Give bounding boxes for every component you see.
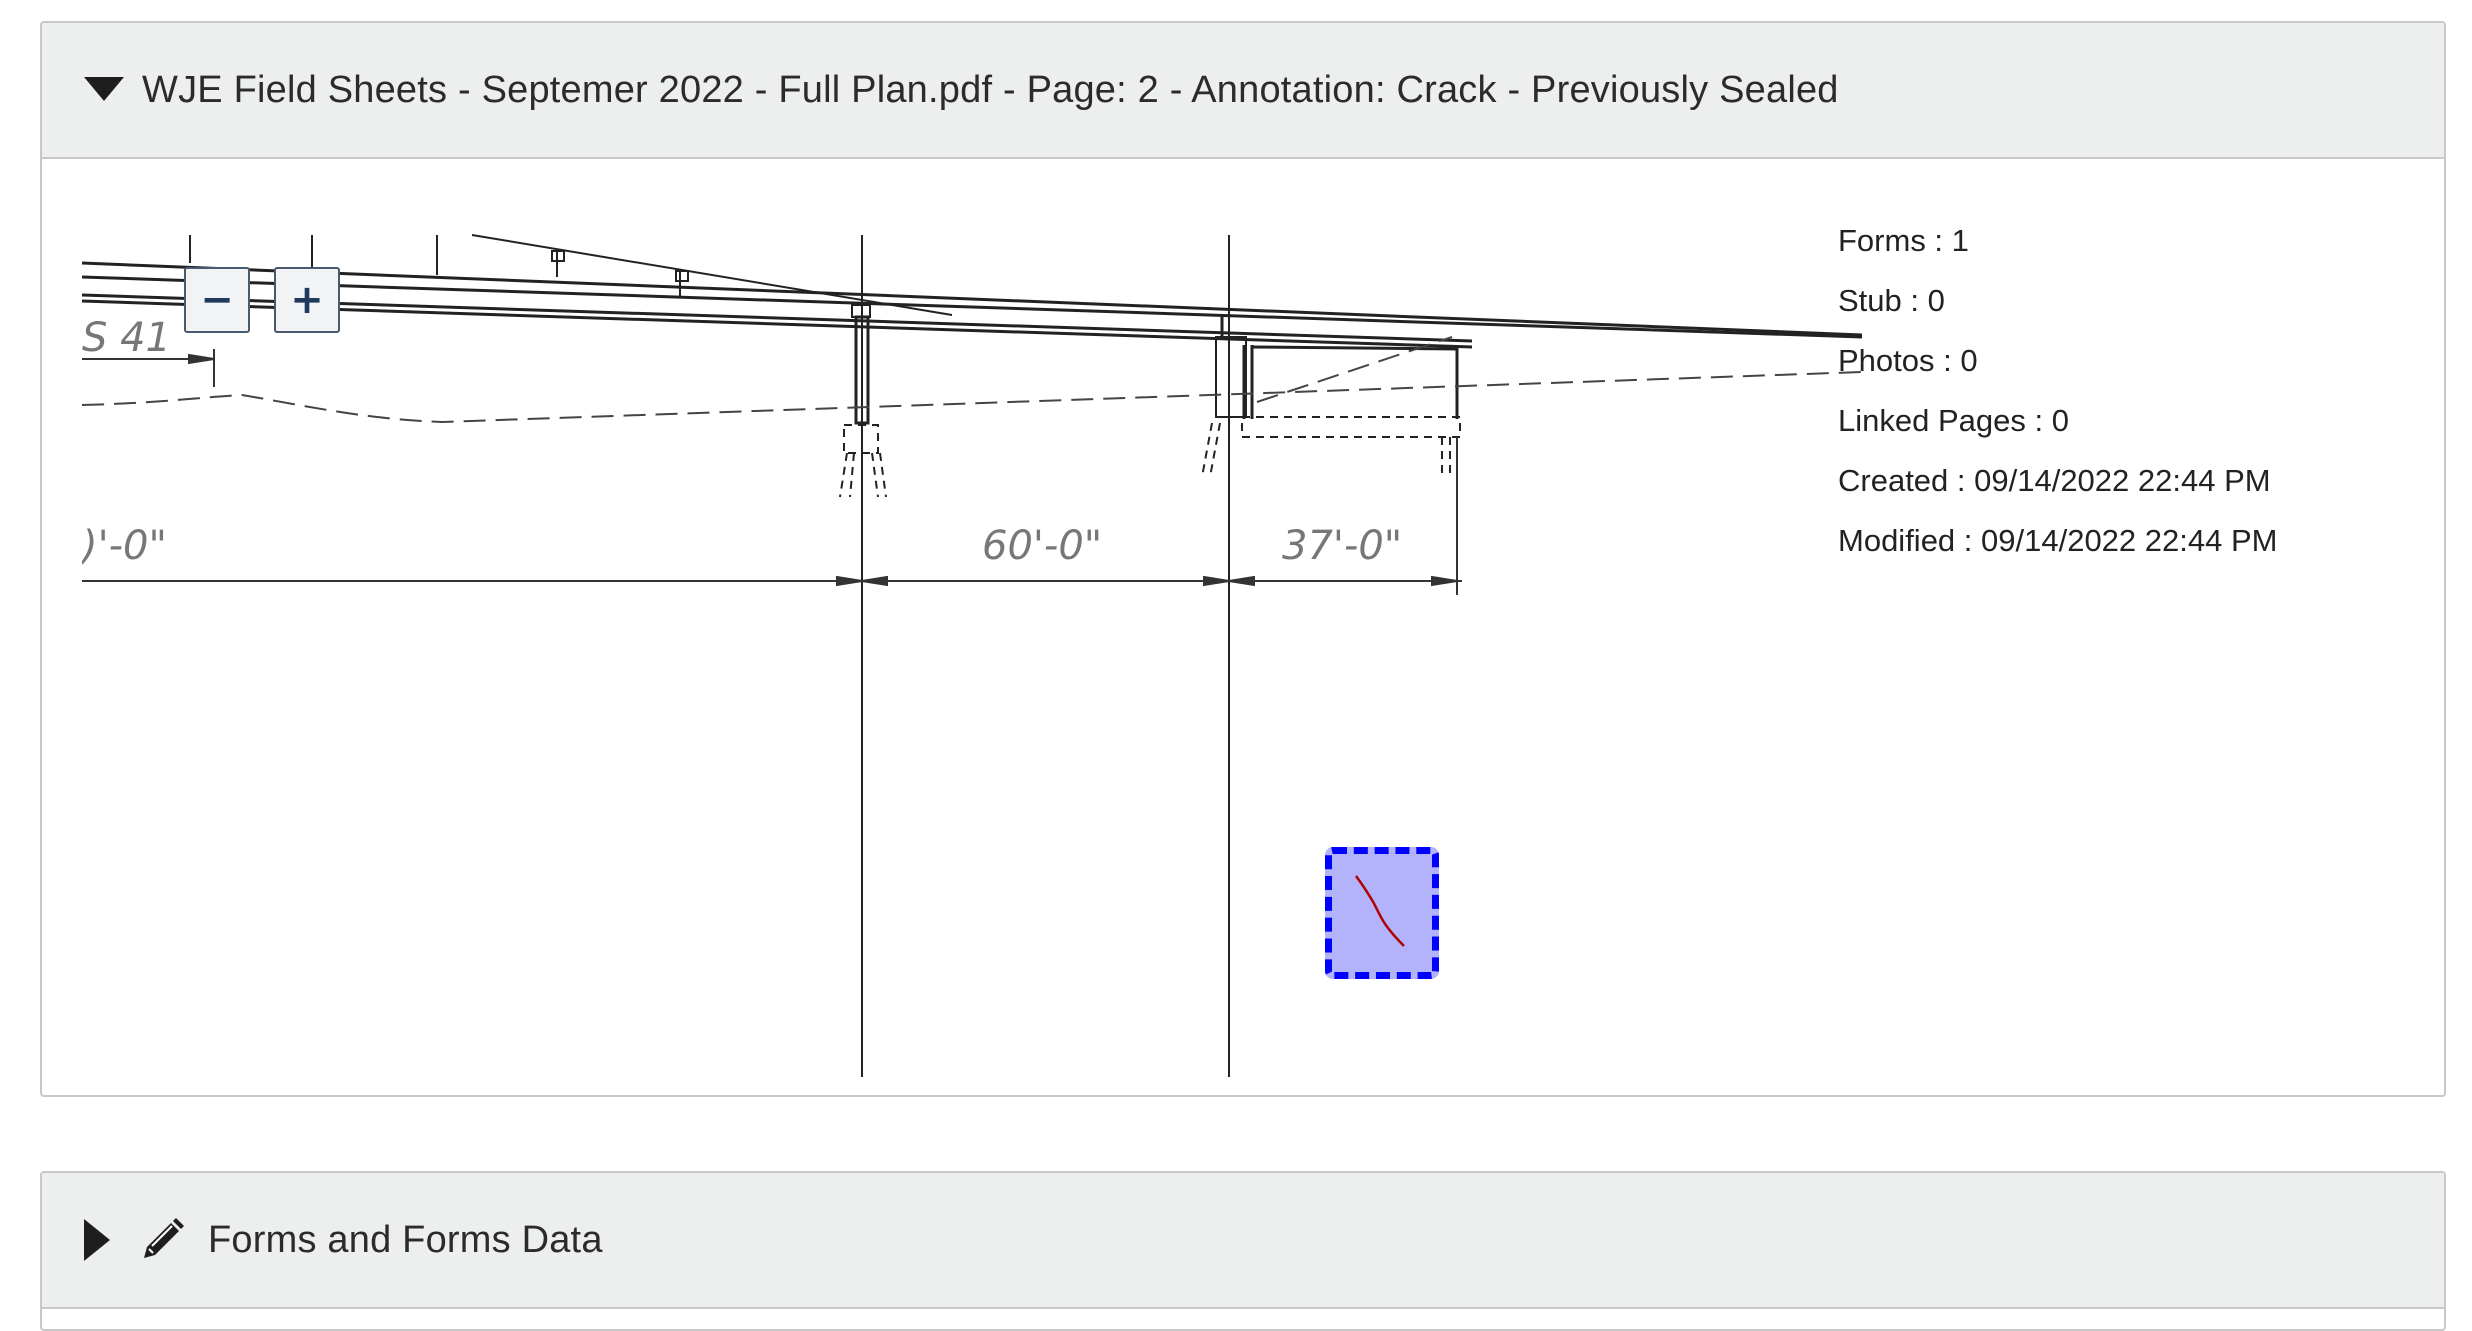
meta-photos: Photos : 0	[1838, 343, 1978, 378]
meta-stub: Stub : 0	[1838, 283, 1945, 318]
annotation-meta-list: Forms : 1 Stub : 0 Photos : 0 Linked Pag…	[1838, 211, 2277, 571]
forms-panel-header[interactable]: Forms and Forms Data	[42, 1173, 2444, 1309]
crack-icon	[1354, 875, 1405, 947]
drawing-label-s41: S 41	[82, 315, 171, 361]
meta-forms: Forms : 1	[1838, 223, 1969, 258]
meta-modified: Modified : 09/14/2022 22:44 PM	[1838, 523, 2278, 558]
dimension-right: 37'-0"	[1282, 523, 1402, 569]
meta-created: Created : 09/14/2022 22:44 PM	[1838, 463, 2271, 498]
plan-drawing: S 41 )'-0" 60'-0" 37'-0"	[82, 234, 1862, 1077]
annotation-panel-body: S 41 )'-0" 60'-0" 37'-0" − + Forms : 1 S…	[42, 159, 2444, 1095]
forms-panel-title: Forms and Forms Data	[208, 1218, 603, 1261]
meta-linked-pages: Linked Pages : 0	[1838, 403, 2069, 438]
zoom-in-button[interactable]: +	[274, 267, 340, 333]
caret-down-icon[interactable]	[84, 77, 124, 103]
caret-right-icon[interactable]	[84, 1219, 110, 1261]
annotation-panel-header[interactable]: WJE Field Sheets - Septemer 2022 - Full …	[42, 23, 2444, 159]
crack-annotation-marker[interactable]	[1325, 847, 1439, 979]
forms-panel: Forms and Forms Data	[40, 1171, 2446, 1331]
zoom-out-button[interactable]: −	[184, 267, 250, 333]
dimension-left: )'-0"	[82, 523, 167, 569]
annotation-panel: WJE Field Sheets - Septemer 2022 - Full …	[40, 21, 2446, 1097]
dimension-mid: 60'-0"	[982, 523, 1102, 569]
plan-viewer[interactable]: S 41 )'-0" 60'-0" 37'-0" − +	[82, 197, 1862, 1077]
annotation-panel-title: WJE Field Sheets - Septemer 2022 - Full …	[142, 68, 1839, 111]
pencil-icon	[138, 1216, 186, 1264]
